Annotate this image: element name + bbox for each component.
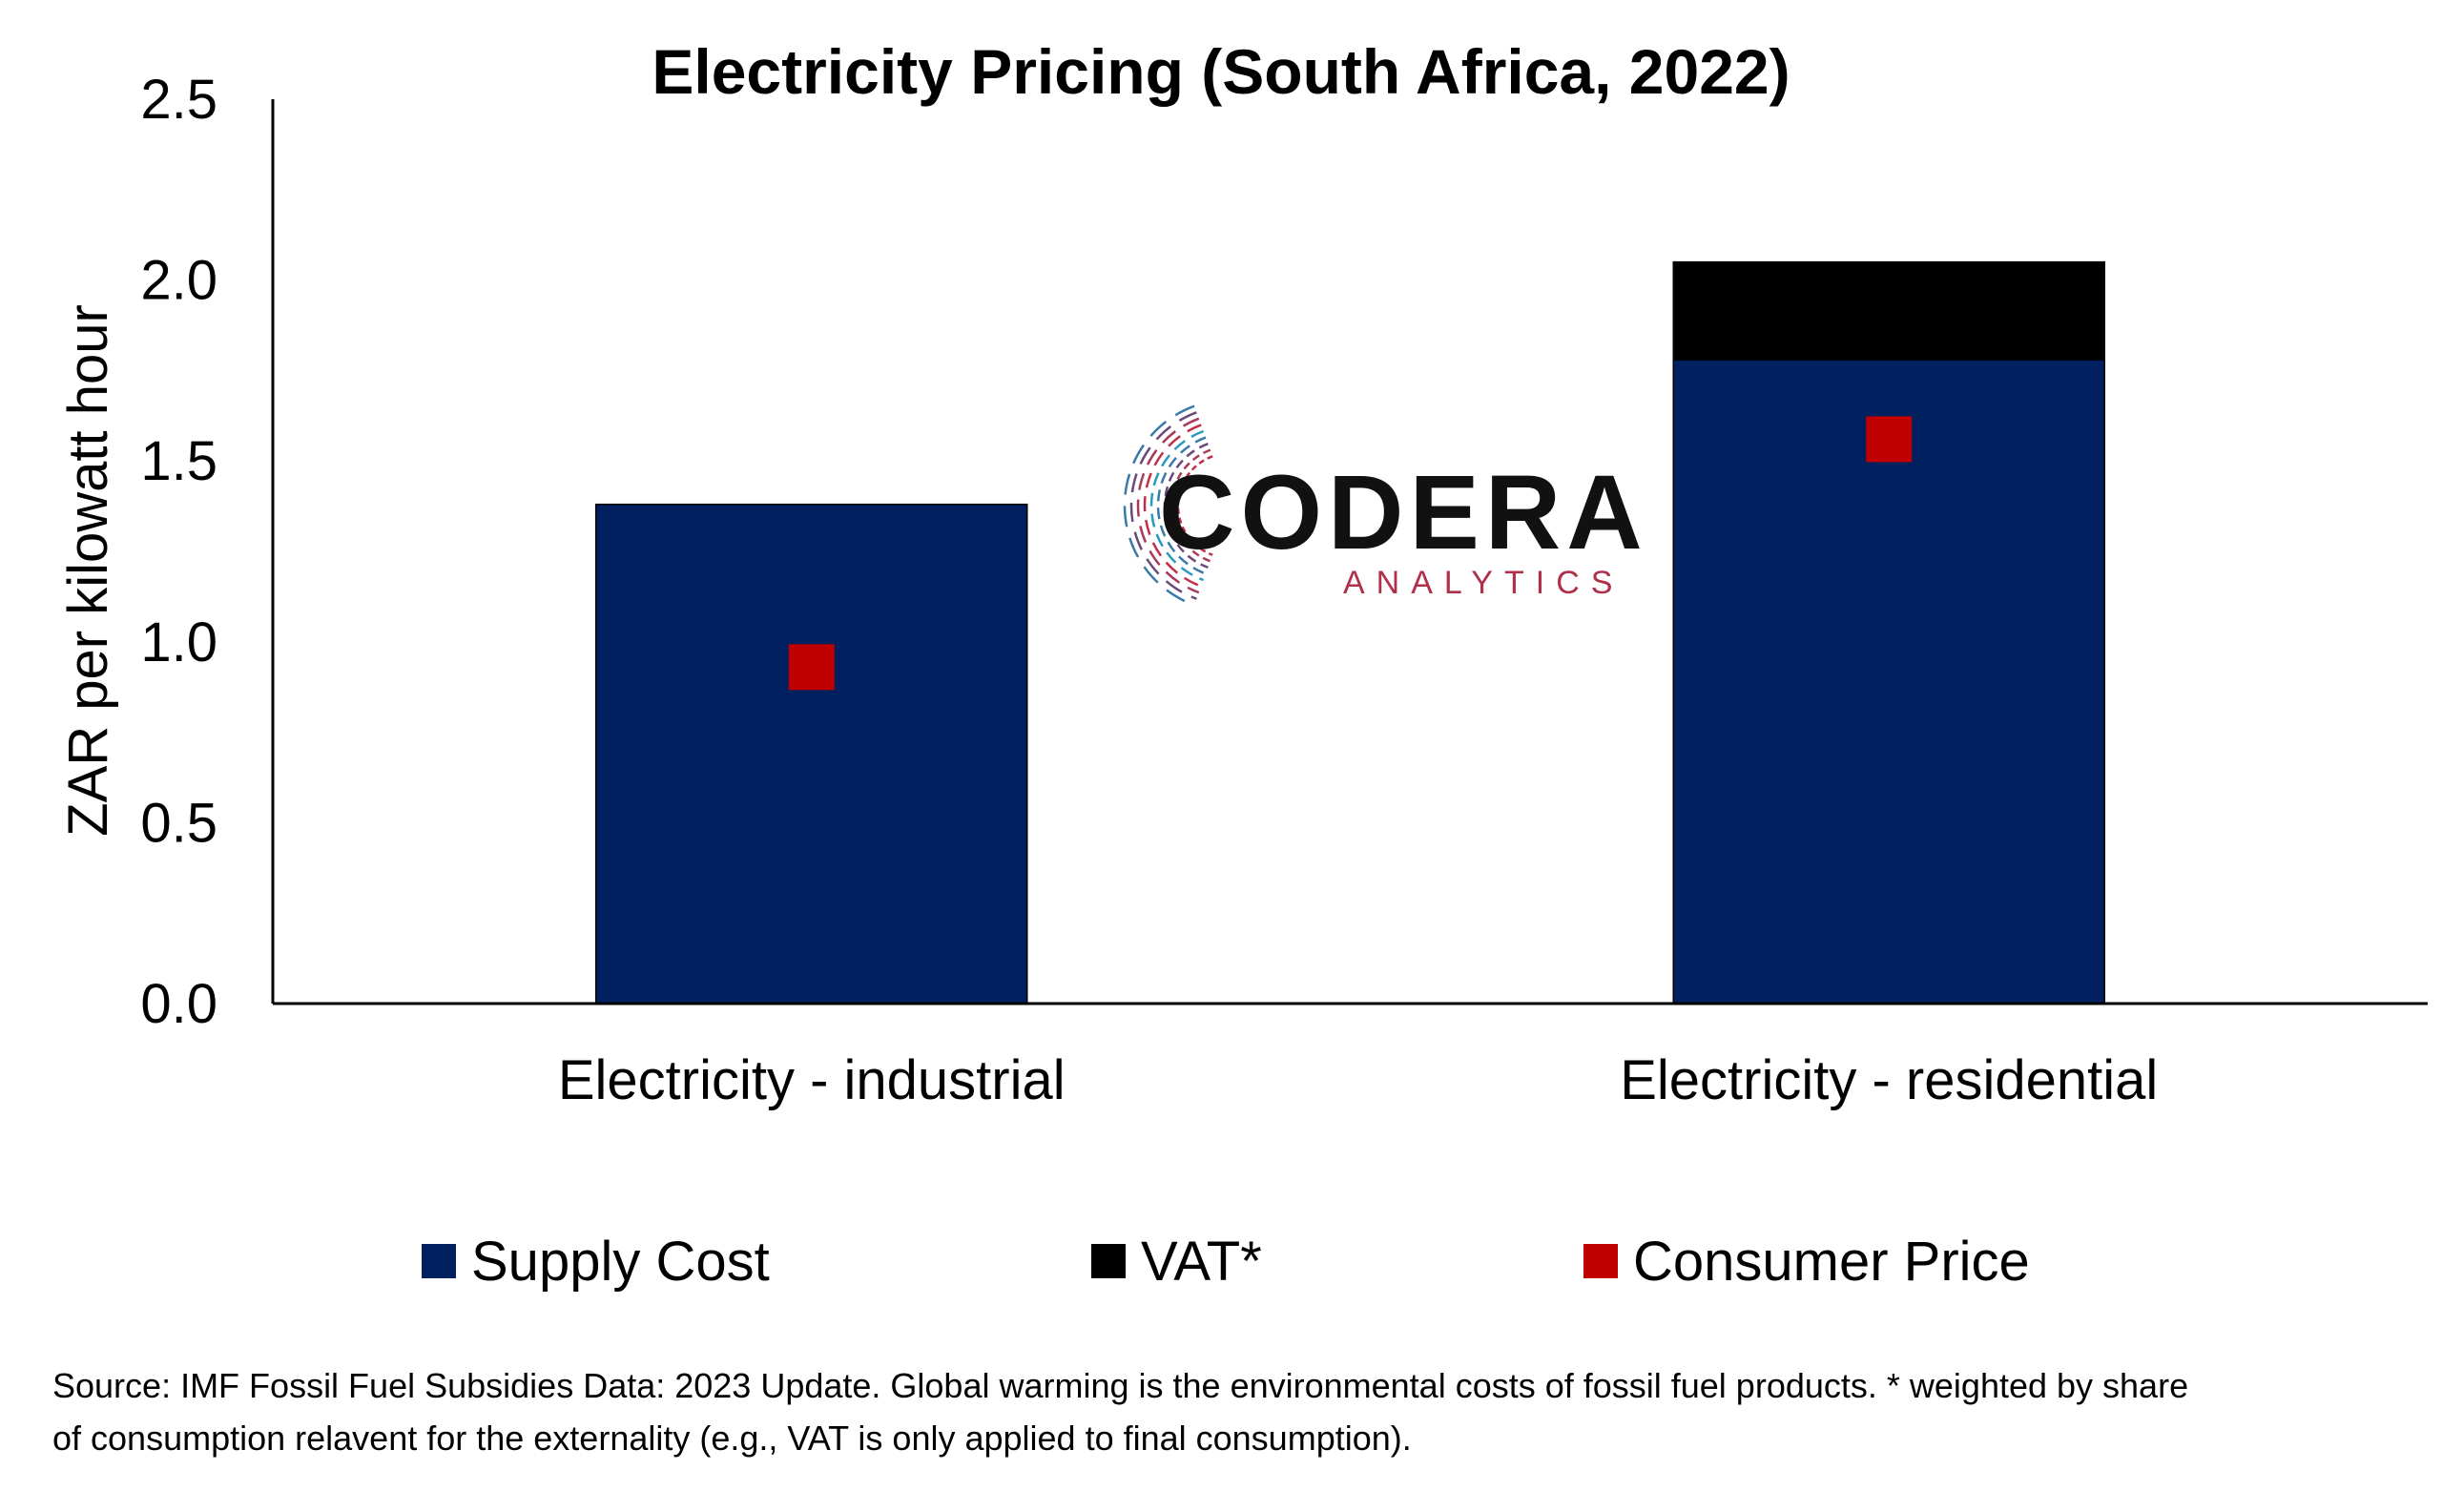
y-tick-label: 2.5: [140, 69, 217, 131]
consumer-price-marker: [788, 644, 835, 691]
legend-swatch: [422, 1244, 456, 1278]
logo-arc: [1136, 417, 1200, 594]
codera-logo: CODERA ANALYTICS: [1123, 404, 1648, 607]
legend: Supply Cost VAT* Consumer Price: [422, 1231, 2030, 1293]
logo-arc: [1169, 448, 1211, 563]
logo-arc: [1149, 429, 1205, 582]
x-category-label: Electricity - residential: [1620, 1049, 2158, 1111]
y-axis-label: ZAR per kilowatt hour: [57, 304, 119, 837]
logo-arc: [1129, 411, 1197, 600]
consumer-price-marker: [1866, 416, 1913, 463]
legend-label: Supply Cost: [471, 1231, 770, 1293]
logo-tagline: ANALYTICS: [1343, 565, 1624, 601]
legend-swatch: [1583, 1244, 1618, 1278]
source-note-line-2: of consumption relavent for the external…: [52, 1419, 1412, 1458]
y-tick-label: 1.0: [140, 611, 217, 673]
logo-arc-icon: [1123, 404, 1213, 607]
logo-arc: [1176, 455, 1213, 556]
source-note-line-1: Source: IMF Fossil Fuel Subsidies Data: …: [52, 1366, 2188, 1405]
consumer-price-markers: [788, 416, 1913, 691]
bars: [595, 260, 2105, 1005]
bar-vat: [1672, 260, 2105, 361]
chart-title: Electricity Pricing (South Africa, 2022): [652, 36, 1790, 107]
legend-label: VAT*: [1141, 1231, 1262, 1293]
y-tick-label: 1.5: [140, 430, 217, 492]
y-tick-label: 0.5: [140, 792, 217, 854]
logo-arc: [1163, 442, 1209, 570]
logo-arc: [1143, 424, 1202, 588]
logo-wordmark: CODERA: [1159, 454, 1648, 571]
logo-arc: [1123, 404, 1195, 607]
y-tick-label: 2.0: [140, 250, 217, 312]
bar-supply-cost: [595, 503, 1028, 1005]
logo-arc: [1156, 436, 1207, 575]
y-tick-label: 0.0: [140, 973, 217, 1035]
legend-label: Consumer Price: [1633, 1231, 2030, 1293]
x-category-label: Electricity - industrial: [558, 1049, 1066, 1111]
bar-supply-cost: [1672, 359, 2105, 1005]
y-axis-ticks: 0.0 0.5 1.0 1.5 2.0 2.5: [140, 69, 217, 1035]
x-axis-categories: Electricity - industrial Electricity - re…: [558, 1049, 2158, 1111]
legend-swatch: [1091, 1244, 1126, 1278]
axes: [271, 99, 2428, 1005]
